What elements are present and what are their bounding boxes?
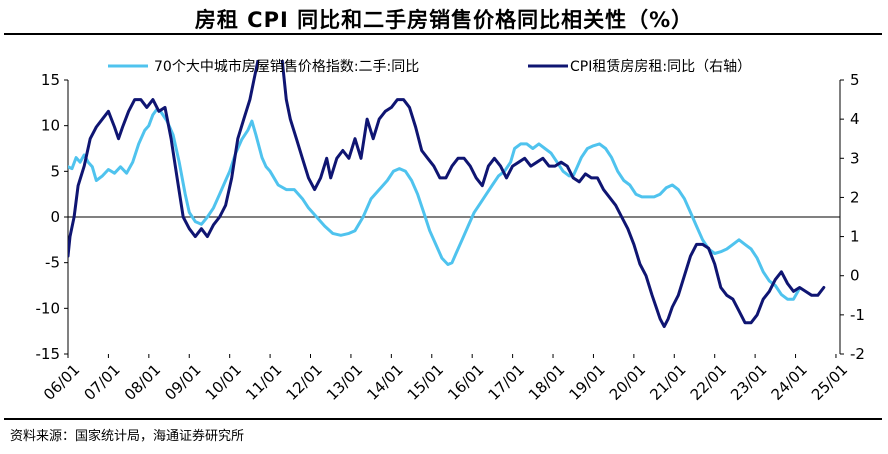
x-tick-label: 15/01	[404, 361, 447, 404]
right-tick-label: 4	[850, 110, 860, 128]
footer-divider	[4, 418, 882, 420]
right-tick-label: -1	[850, 306, 865, 324]
x-tick-label: 21/01	[646, 361, 689, 404]
x-tick-label: 24/01	[768, 361, 811, 404]
chart-title: 房租 CPI 同比和二手房销售价格同比相关性（%）	[194, 8, 694, 32]
x-tick-label: 09/01	[161, 361, 204, 404]
x-tick-label: 12/01	[283, 361, 326, 404]
title-divider	[4, 33, 882, 35]
right-tick-label: 3	[850, 149, 860, 167]
left-tick-label: -15	[36, 345, 61, 363]
x-tick-label: 22/01	[687, 361, 730, 404]
legend-label-cpi-rent: CPI租赁房房租:同比（右轴）	[570, 59, 751, 75]
left-tick-label: 10	[41, 117, 60, 135]
x-tick-label: 14/01	[363, 361, 406, 404]
left-tick-label: 15	[41, 71, 60, 89]
x-tick-label: 11/01	[242, 361, 285, 404]
right-tick-label: 1	[850, 228, 860, 246]
x-tick-label: 16/01	[444, 361, 487, 404]
x-tick-label: 25/01	[808, 361, 851, 404]
x-tick-label: 10/01	[202, 361, 245, 404]
right-tick-label: 5	[850, 71, 860, 89]
left-tick-label: -10	[36, 299, 61, 317]
series-cpi-rent-line	[68, 60, 826, 329]
x-tick-label: 17/01	[485, 361, 528, 404]
x-tick-label: 06/01	[40, 361, 83, 404]
legend-label-secondhand: 70个大中城市房屋销售价格指数:二手:同比	[154, 58, 419, 75]
left-tick-label: 5	[50, 162, 60, 180]
source-note: 资料来源：国家统计局，海通证券研究所	[10, 429, 245, 444]
x-tick-label: 18/01	[525, 361, 568, 404]
x-tick-label: 08/01	[121, 361, 164, 404]
right-tick-label: -2	[850, 345, 865, 363]
x-tick-label: 07/01	[80, 361, 123, 404]
series-secondhand-price-line	[68, 107, 802, 301]
right-tick-label: 0	[850, 267, 860, 285]
left-tick-label: -5	[45, 254, 60, 272]
right-tick-label: 2	[850, 188, 860, 206]
legend: 70个大中城市房屋销售价格指数:二手:同比 CPI租赁房房租:同比（右轴）	[108, 58, 751, 75]
x-tick-label: 23/01	[727, 361, 770, 404]
x-tick-label: 20/01	[606, 361, 649, 404]
left-tick-label: 0	[50, 208, 60, 226]
x-tick-label: 13/01	[323, 361, 366, 404]
x-tick-label: 19/01	[565, 361, 608, 404]
